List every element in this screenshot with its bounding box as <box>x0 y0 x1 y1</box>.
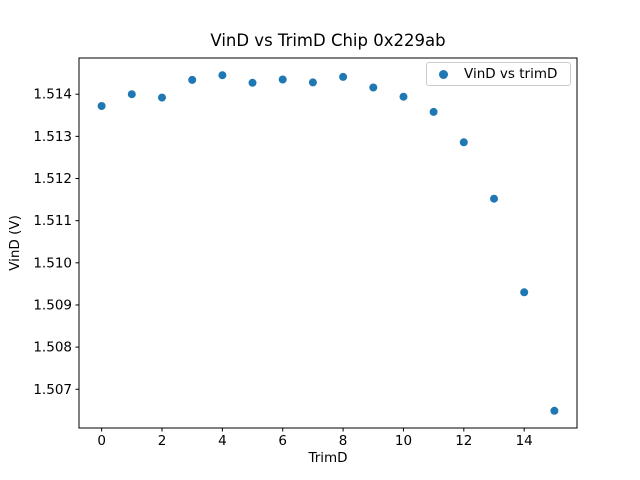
y-tick-label: 1.514 <box>33 87 72 103</box>
legend-series-label: VinD vs trimD <box>464 66 558 82</box>
data-point <box>429 107 438 116</box>
x-tick-label: 4 <box>218 433 227 449</box>
x-axis-label: TrimD <box>308 450 348 466</box>
data-point <box>248 78 257 87</box>
legend-box: VinD vs trimD <box>426 62 571 86</box>
x-tick-label: 2 <box>158 433 167 449</box>
data-point <box>97 102 106 110</box>
plot-area-border <box>78 57 578 429</box>
x-tick-label: 0 <box>97 433 106 449</box>
data-point <box>339 72 348 81</box>
data-point <box>399 92 408 101</box>
x-tick-label: 6 <box>278 433 287 449</box>
data-point <box>490 194 498 203</box>
data-point <box>520 288 529 297</box>
data-point <box>188 75 197 84</box>
y-tick-label: 1.509 <box>33 297 72 313</box>
data-point <box>127 90 136 99</box>
data-point <box>218 71 227 80</box>
x-tick-label: 10 <box>395 433 412 449</box>
data-point <box>550 406 559 415</box>
data-point <box>158 93 166 102</box>
data-point <box>278 75 287 84</box>
data-point <box>308 78 317 87</box>
legend-marker-icon <box>439 69 448 79</box>
y-axis-label: VinD (V) <box>7 215 23 271</box>
chart-title: VinD vs TrimD Chip 0x229ab <box>210 31 446 50</box>
x-tick-label: 14 <box>516 433 533 449</box>
y-tick-label: 1.508 <box>33 340 72 356</box>
y-tick-label: 1.511 <box>33 213 72 229</box>
y-tick-label: 1.510 <box>33 255 72 271</box>
x-tick-label: 8 <box>339 433 348 449</box>
y-tick-label: 1.512 <box>33 171 72 187</box>
data-point <box>369 83 378 92</box>
data-point <box>459 138 468 147</box>
x-tick-label: 12 <box>455 433 472 449</box>
y-tick-label: 1.507 <box>33 382 72 398</box>
y-tick-label: 1.513 <box>33 129 72 145</box>
